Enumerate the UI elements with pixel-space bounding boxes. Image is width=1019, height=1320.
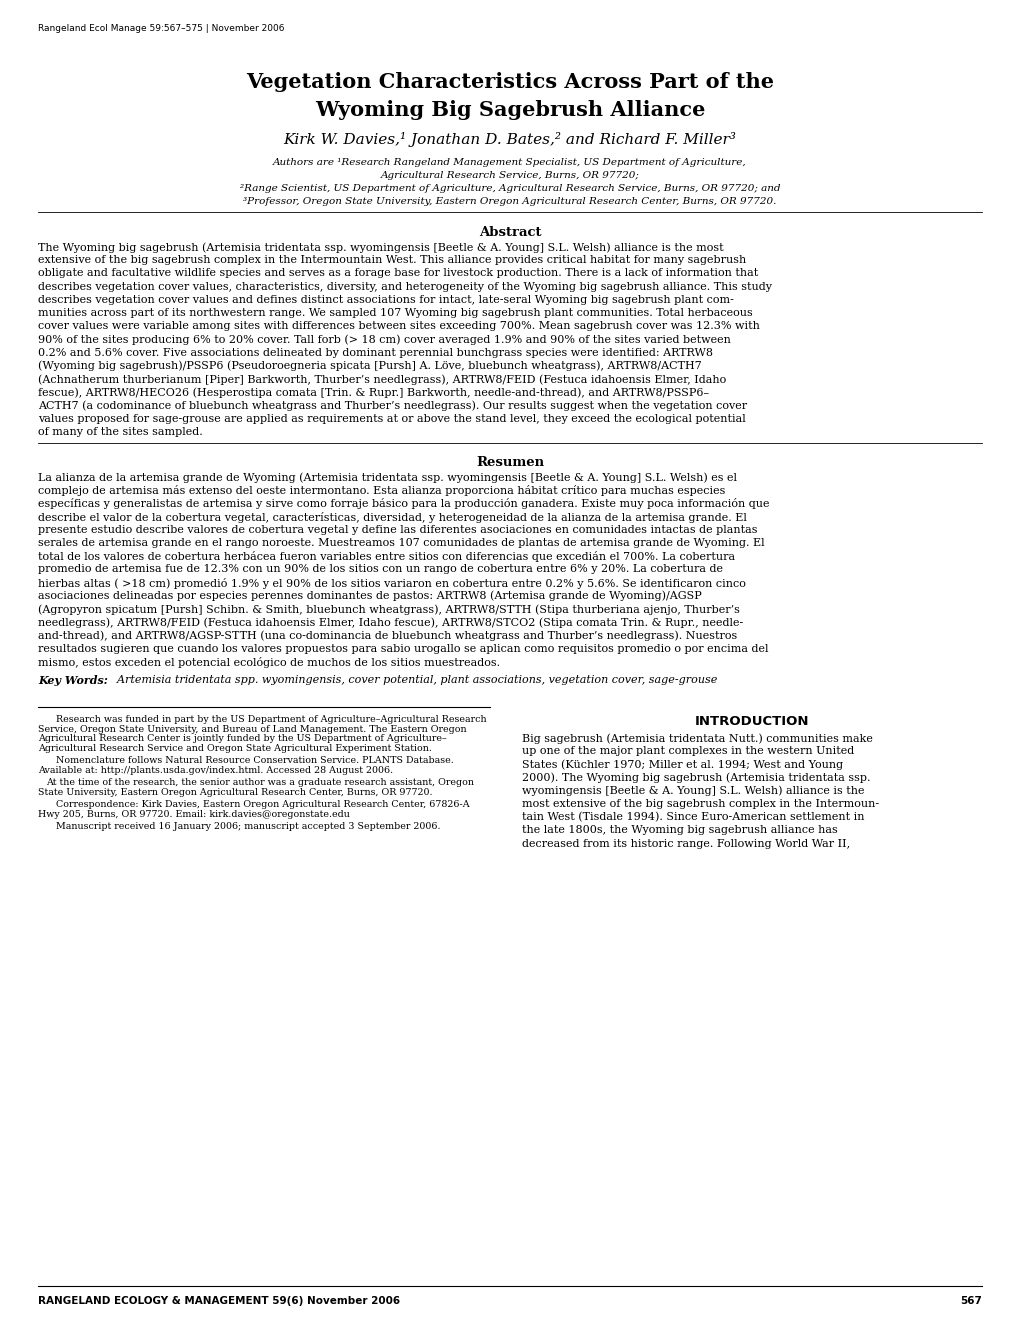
Text: States (Küchler 1970; Miller et al. 1994; West and Young: States (Küchler 1970; Miller et al. 1994… xyxy=(522,759,843,770)
Text: promedio de artemisa fue de 12.3% con un 90% de los sitios con un rango de cober: promedio de artemisa fue de 12.3% con un… xyxy=(38,565,722,574)
Text: resultados sugieren que cuando los valores propuestos para sabio urogallo se apl: resultados sugieren que cuando los valor… xyxy=(38,644,767,653)
Text: Rangeland Ecol Manage 59:567–575 | November 2006: Rangeland Ecol Manage 59:567–575 | Novem… xyxy=(38,24,284,33)
Text: ²Range Scientist, US Department of Agriculture, Agricultural Research Service, B: ²Range Scientist, US Department of Agric… xyxy=(239,183,780,193)
Text: Available at: http://plants.usda.gov/index.html. Accessed 28 August 2006.: Available at: http://plants.usda.gov/ind… xyxy=(38,766,392,775)
Text: 2000). The Wyoming big sagebrush (Artemisia tridentata ssp.: 2000). The Wyoming big sagebrush (Artemi… xyxy=(522,772,869,783)
Text: At the time of the research, the senior author was a graduate research assistant: At the time of the research, the senior … xyxy=(46,777,474,787)
Text: La alianza de la artemisa grande de Wyoming (Artemisia tridentata ssp. wyomingen: La alianza de la artemisa grande de Wyom… xyxy=(38,473,737,483)
Text: tain West (Tisdale 1994). Since Euro-American settlement in: tain West (Tisdale 1994). Since Euro-Ame… xyxy=(522,812,864,822)
Text: munities across part of its northwestern range. We sampled 107 Wyoming big sageb: munities across part of its northwestern… xyxy=(38,308,752,318)
Text: complejo de artemisa más extenso del oeste intermontano. Esta alianza proporcion: complejo de artemisa más extenso del oes… xyxy=(38,486,725,496)
Text: 567: 567 xyxy=(959,1296,981,1305)
Text: needlegrass), ARTRW8/FEID (Festuca idahoensis Elmer, Idaho fescue), ARTRW8/STCO2: needlegrass), ARTRW8/FEID (Festuca idaho… xyxy=(38,618,743,628)
Text: Authors are ¹Research Rangeland Management Specialist, US Department of Agricult: Authors are ¹Research Rangeland Manageme… xyxy=(273,158,746,168)
Text: Abstract: Abstract xyxy=(478,226,541,239)
Text: of many of the sites sampled.: of many of the sites sampled. xyxy=(38,426,203,437)
Text: presente estudio describe valores de cobertura vegetal y define las diferentes a: presente estudio describe valores de cob… xyxy=(38,525,757,535)
Text: Agricultural Research Center is jointly funded by the US Department of Agricultu: Agricultural Research Center is jointly … xyxy=(38,734,446,743)
Text: serales de artemisa grande en el rango noroeste. Muestreamos 107 comunidades de : serales de artemisa grande en el rango n… xyxy=(38,539,764,548)
Text: describes vegetation cover values, characteristics, diversity, and heterogeneity: describes vegetation cover values, chara… xyxy=(38,281,771,292)
Text: Agricultural Research Service and Oregon State Agricultural Experiment Station.: Agricultural Research Service and Oregon… xyxy=(38,743,431,752)
Text: most extensive of the big sagebrush complex in the Intermoun-: most extensive of the big sagebrush comp… xyxy=(522,799,878,809)
Text: up one of the major plant complexes in the western United: up one of the major plant complexes in t… xyxy=(522,746,854,756)
Text: Resumen: Resumen xyxy=(476,455,543,469)
Text: the late 1800s, the Wyoming big sagebrush alliance has: the late 1800s, the Wyoming big sagebrus… xyxy=(522,825,837,836)
Text: (Agropyron spicatum [Pursh] Schibn. & Smith, bluebunch wheatgrass), ARTRW8/STTH : (Agropyron spicatum [Pursh] Schibn. & Sm… xyxy=(38,605,739,615)
Text: and-thread), and ARTRW8/AGSP-STTH (una co-dominancia de bluebunch wheatgrass and: and-thread), and ARTRW8/AGSP-STTH (una c… xyxy=(38,631,737,642)
Text: 0.2% and 5.6% cover. Five associations delineated by dominant perennial bunchgra: 0.2% and 5.6% cover. Five associations d… xyxy=(38,347,712,358)
Text: ACTH7 (a codominance of bluebunch wheatgrass and Thurber’s needlegrass). Our res: ACTH7 (a codominance of bluebunch wheatg… xyxy=(38,400,746,411)
Text: The Wyoming big sagebrush (Artemisia tridentata ssp. wyomingensis [Beetle & A. Y: The Wyoming big sagebrush (Artemisia tri… xyxy=(38,242,722,252)
Text: Nomenclature follows Natural Resource Conservation Service. PLANTS Database.: Nomenclature follows Natural Resource Co… xyxy=(56,756,453,766)
Text: Correspondence: Kirk Davies, Eastern Oregon Agricultural Research Center, 67826-: Correspondence: Kirk Davies, Eastern Ore… xyxy=(56,800,469,809)
Text: describes vegetation cover values and defines distinct associations for intact, : describes vegetation cover values and de… xyxy=(38,294,733,305)
Text: específicas y generalistas de artemisa y sirve como forraje básico para la produ: específicas y generalistas de artemisa y… xyxy=(38,499,768,510)
Text: Vegetation Characteristics Across Part of the: Vegetation Characteristics Across Part o… xyxy=(246,73,773,92)
Text: RANGELAND ECOLOGY & MANAGEMENT 59(6) November 2006: RANGELAND ECOLOGY & MANAGEMENT 59(6) Nov… xyxy=(38,1296,399,1305)
Text: Hwy 205, Burns, OR 97720. Email: kirk.davies@oregonstate.edu: Hwy 205, Burns, OR 97720. Email: kirk.da… xyxy=(38,809,350,818)
Text: INTRODUCTION: INTRODUCTION xyxy=(694,715,808,729)
Text: Big sagebrush (Artemisia tridentata Nutt.) communities make: Big sagebrush (Artemisia tridentata Nutt… xyxy=(522,733,872,743)
Text: total de los valores de cobertura herbácea fueron variables entre sitios con dif: total de los valores de cobertura herbác… xyxy=(38,552,735,562)
Text: Manuscript received 16 January 2006; manuscript accepted 3 September 2006.: Manuscript received 16 January 2006; man… xyxy=(56,822,440,832)
Text: hierbas altas ( >18 cm) promedió 1.9% y el 90% de los sitios variaron en cobertu: hierbas altas ( >18 cm) promedió 1.9% y … xyxy=(38,578,745,589)
Text: Wyoming Big Sagebrush Alliance: Wyoming Big Sagebrush Alliance xyxy=(315,100,704,120)
Text: ³Professor, Oregon State University, Eastern Oregon Agricultural Research Center: ³Professor, Oregon State University, Eas… xyxy=(244,197,775,206)
Text: Agricultural Research Service, Burns, OR 97720;: Agricultural Research Service, Burns, OR… xyxy=(380,172,639,180)
Text: Key Words:: Key Words: xyxy=(38,675,108,686)
Text: wyomingensis [Beetle & A. Young] S.L. Welsh) alliance is the: wyomingensis [Beetle & A. Young] S.L. We… xyxy=(522,785,864,796)
Text: 90% of the sites producing 6% to 20% cover. Tall forb (> 18 cm) cover averaged 1: 90% of the sites producing 6% to 20% cov… xyxy=(38,334,731,345)
Text: Research was funded in part by the US Department of Agriculture–Agricultural Res: Research was funded in part by the US De… xyxy=(56,715,486,723)
Text: Artemisia tridentata spp. wyomingensis, cover potential, plant associations, veg: Artemisia tridentata spp. wyomingensis, … xyxy=(110,675,716,685)
Text: values proposed for sage-grouse are applied as requirements at or above the stan: values proposed for sage-grouse are appl… xyxy=(38,413,745,424)
Text: asociaciones delineadas por especies perennes dominantes de pastos: ARTRW8 (Arte: asociaciones delineadas por especies per… xyxy=(38,591,701,602)
Text: decreased from its historic range. Following World War II,: decreased from its historic range. Follo… xyxy=(522,838,849,849)
Text: extensive of the big sagebrush complex in the Intermountain West. This alliance : extensive of the big sagebrush complex i… xyxy=(38,255,746,265)
Text: mismo, estos exceden el potencial ecológico de muchos de los sitios muestreados.: mismo, estos exceden el potencial ecológ… xyxy=(38,657,499,668)
Text: Kirk W. Davies,¹ Jonathan D. Bates,² and Richard F. Miller³: Kirk W. Davies,¹ Jonathan D. Bates,² and… xyxy=(283,132,736,147)
Text: fescue), ARTRW8/HECO26 (Hesperostipa comata [Trin. & Rupr.] Barkworth, needle-an: fescue), ARTRW8/HECO26 (Hesperostipa com… xyxy=(38,387,708,397)
Text: (Wyoming big sagebrush)/PSSP6 (Pseudoroegneria spicata [Pursh] A. Löve, bluebunc: (Wyoming big sagebrush)/PSSP6 (Pseudoroe… xyxy=(38,360,701,371)
Text: obligate and facultative wildlife species and serves as a forage base for livest: obligate and facultative wildlife specie… xyxy=(38,268,757,279)
Text: (Achnatherum thurberianum [Piper] Barkworth, Thurber’s needlegrass), ARTRW8/FEID: (Achnatherum thurberianum [Piper] Barkwo… xyxy=(38,374,726,384)
Text: State University, Eastern Oregon Agricultural Research Center, Burns, OR 97720.: State University, Eastern Oregon Agricul… xyxy=(38,788,432,796)
Text: cover values were variable among sites with differences between sites exceeding : cover values were variable among sites w… xyxy=(38,321,759,331)
Text: Service, Oregon State University, and Bureau of Land Management. The Eastern Ore: Service, Oregon State University, and Bu… xyxy=(38,725,466,734)
Text: describe el valor de la cobertura vegetal, características, diversidad, y hetero: describe el valor de la cobertura vegeta… xyxy=(38,512,746,523)
